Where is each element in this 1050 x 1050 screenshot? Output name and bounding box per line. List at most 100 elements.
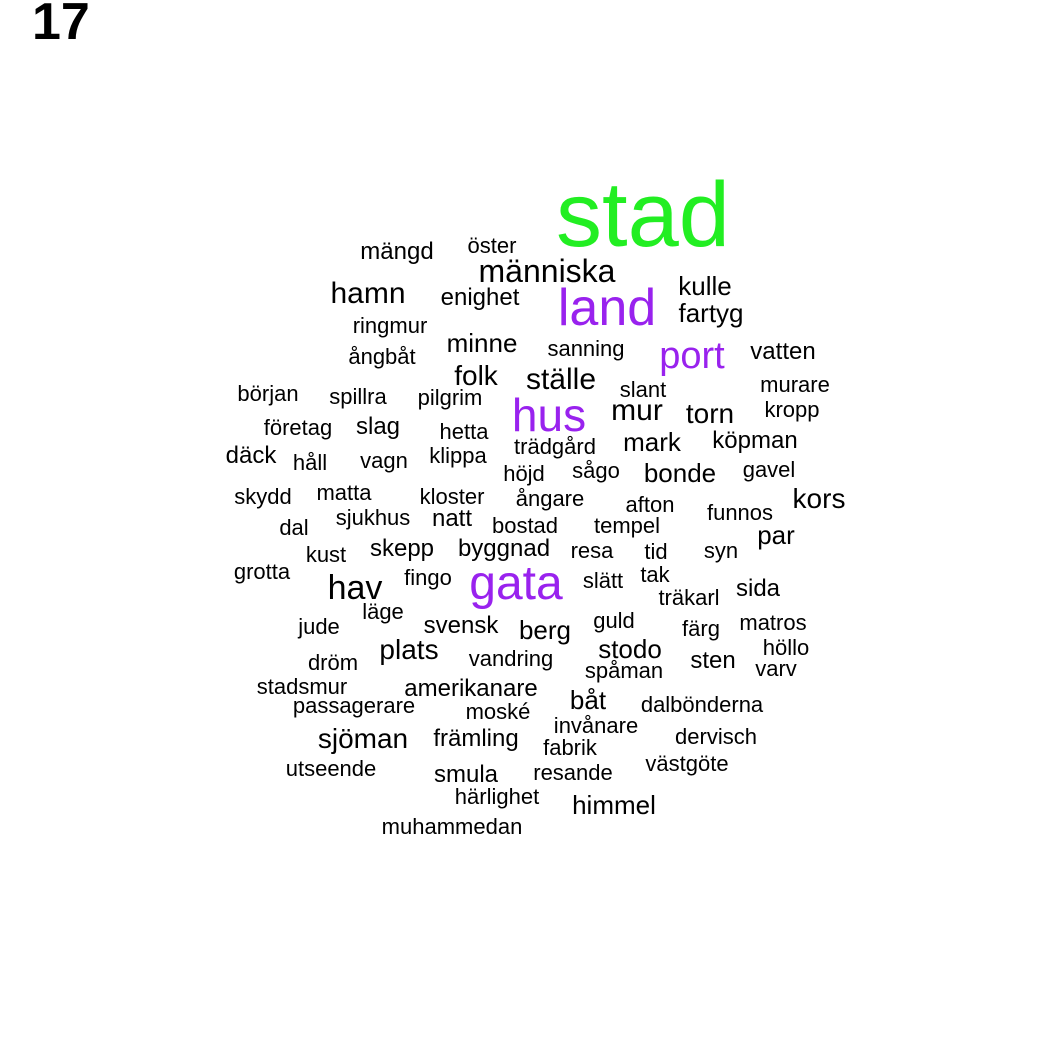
cloud-word: ångbåt (348, 344, 416, 369)
cloud-word: tempel (593, 513, 661, 538)
cloud-word: tid (644, 539, 668, 564)
cloud-word: byggnad (457, 535, 551, 562)
cloud-word: grotta (233, 559, 291, 584)
cloud-word: amerikanare (404, 675, 538, 702)
cloud-word: slant (619, 377, 667, 402)
cloud-word: spåman (584, 658, 664, 683)
cloud-word: syn (703, 538, 739, 563)
cloud-word: sten (690, 647, 736, 674)
cloud-word: dröm (307, 650, 359, 675)
cloud-word: kropp (764, 397, 820, 422)
cloud-word: gavel (742, 457, 796, 482)
cloud-word: murare (760, 372, 830, 397)
cloud-word: minne (446, 328, 518, 358)
cloud-word: främling (433, 725, 519, 752)
cloud-word: fingo (404, 565, 452, 590)
cloud-word: kulle (678, 271, 732, 301)
cloud-word: mur (611, 394, 663, 427)
cloud-word: ställe (525, 363, 597, 396)
cloud-word: hav (327, 569, 383, 607)
cloud-word: sjöman (317, 723, 409, 754)
cloud-word: svensk (423, 612, 499, 639)
cloud-word: stad (556, 164, 730, 266)
cloud-word: hamn (330, 277, 406, 310)
cloud-word: plats (379, 634, 439, 665)
cloud-word: muhammedan (381, 814, 523, 839)
cloud-word: enighet (440, 284, 520, 311)
cloud-word: fartyg (678, 298, 744, 328)
cloud-word: färg (682, 616, 720, 641)
cloud-word: funnos (706, 500, 774, 525)
cloud-word: ångare (515, 486, 585, 511)
cloud-word: himmel (572, 790, 656, 820)
cloud-word: håll (292, 450, 328, 475)
cloud-word: västgöte (645, 751, 729, 776)
cloud-word: båt (569, 685, 607, 715)
cloud-word: sida (735, 575, 781, 602)
cloud-word: kors (792, 483, 846, 514)
cloud-word: utseende (285, 756, 377, 781)
cloud-word: vagn (360, 448, 408, 473)
cloud-word: par (757, 520, 795, 550)
cloud-word: dervisch (675, 724, 757, 749)
cloud-word: bonde (643, 458, 717, 488)
cloud-word: land (557, 279, 657, 337)
cloud-word: sjukhus (335, 505, 411, 530)
cloud-word: köpman (712, 427, 798, 454)
cloud-word: träkarl (658, 585, 720, 610)
cloud-word: hetta (439, 419, 489, 444)
cloud-word: tak (640, 562, 670, 587)
cloud-word: smula (433, 761, 499, 788)
cloud-word: skydd (234, 484, 292, 509)
cloud-word: hus (511, 389, 587, 441)
cloud-word: folk (454, 360, 498, 391)
cloud-word: sågo (572, 458, 620, 483)
cloud-word: människa (478, 253, 616, 289)
cloud-word: skepp (369, 535, 435, 562)
cloud-word: natt (431, 505, 473, 532)
cloud-word: härlighet (454, 784, 540, 809)
cloud-word: stodo (598, 634, 662, 664)
cloud-word: slätt (582, 568, 624, 593)
panel-number: 17 (32, 0, 90, 51)
cloud-word: öster (467, 233, 517, 258)
cloud-word: klippa (429, 443, 487, 468)
cloud-word: höllo (762, 635, 810, 660)
cloud-word: port (659, 335, 725, 377)
cloud-word: mark (623, 427, 681, 457)
cloud-word: jude (298, 614, 340, 639)
cloud-word: fabrik (543, 735, 597, 760)
cloud-word: matros (739, 610, 807, 635)
cloud-word: läge (362, 599, 404, 624)
cloud-word: slag (355, 413, 401, 440)
cloud-word: invånare (553, 713, 639, 738)
cloud-word: kloster (419, 484, 485, 509)
cloud-word: resa (570, 538, 614, 563)
cloud-word: guld (593, 608, 635, 633)
cloud-word: torn (685, 398, 735, 429)
cloud-word: afton (625, 492, 675, 517)
cloud-word: dal (279, 515, 309, 540)
cloud-word: sanning (547, 336, 625, 361)
cloud-word: matta (316, 480, 372, 505)
cloud-word: mängd (360, 238, 434, 265)
cloud-word: företag (263, 415, 333, 440)
cloud-word: stadsmur (256, 674, 348, 699)
cloud-word: berg (518, 615, 572, 645)
cloud-word: vandring (468, 646, 554, 671)
cloud-word: moské (465, 699, 531, 724)
cloud-word: dalbönderna (640, 692, 764, 717)
cloud-word: däck (225, 442, 277, 469)
cloud-word: varv (755, 656, 797, 681)
cloud-word: vatten (750, 338, 816, 365)
cloud-word: trädgård (514, 434, 596, 459)
cloud-word: gata (469, 557, 563, 610)
cloud-word: spillra (329, 384, 387, 409)
cloud-word: bostad (491, 513, 559, 538)
cloud-word: höjd (503, 461, 545, 486)
cloud-word: ringmur (352, 313, 428, 338)
cloud-word: pilgrim (417, 385, 483, 410)
cloud-word: resande (533, 760, 613, 785)
cloud-word: kust (305, 542, 347, 567)
